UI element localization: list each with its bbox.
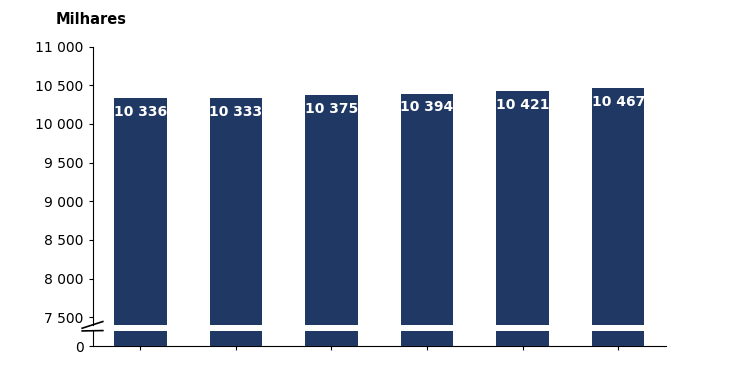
Bar [401, 0, 454, 346]
Text: 10 333: 10 333 [209, 105, 263, 119]
Bar [305, 0, 357, 346]
Bar [114, 0, 166, 346]
Text: 10 336: 10 336 [114, 105, 166, 119]
Text: 10 375: 10 375 [305, 102, 358, 116]
Bar [209, 98, 262, 389]
Bar [209, 0, 262, 346]
Bar [592, 88, 645, 389]
Text: 10 394: 10 394 [400, 100, 454, 114]
Text: 10 421: 10 421 [496, 98, 549, 112]
Text: Milhares: Milhares [56, 12, 127, 27]
Text: 10 467: 10 467 [591, 95, 645, 109]
Bar [497, 0, 549, 346]
Bar [497, 91, 549, 389]
Bar [114, 98, 166, 389]
Bar [305, 95, 357, 389]
Bar [401, 93, 454, 389]
Bar [592, 0, 645, 346]
